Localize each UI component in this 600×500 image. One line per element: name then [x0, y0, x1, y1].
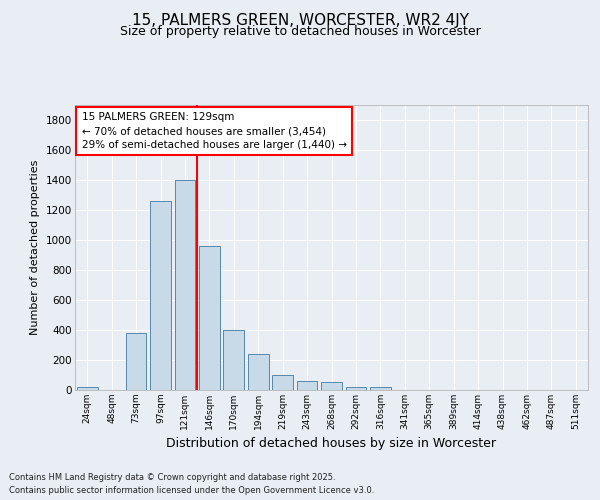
- Bar: [125, 333, 146, 390]
- Bar: [223, 330, 244, 390]
- Bar: [272, 375, 293, 390]
- Bar: [175, 180, 196, 390]
- Bar: [199, 246, 220, 390]
- Text: Size of property relative to detached houses in Worcester: Size of property relative to detached ho…: [119, 25, 481, 38]
- Text: 15, PALMERS GREEN, WORCESTER, WR2 4JY: 15, PALMERS GREEN, WORCESTER, WR2 4JY: [131, 12, 469, 28]
- X-axis label: Distribution of detached houses by size in Worcester: Distribution of detached houses by size …: [167, 438, 497, 450]
- Text: Contains HM Land Registry data © Crown copyright and database right 2025.: Contains HM Land Registry data © Crown c…: [9, 474, 335, 482]
- Text: Contains public sector information licensed under the Open Government Licence v3: Contains public sector information licen…: [9, 486, 374, 495]
- Bar: [346, 387, 367, 390]
- Text: 15 PALMERS GREEN: 129sqm
← 70% of detached houses are smaller (3,454)
29% of sem: 15 PALMERS GREEN: 129sqm ← 70% of detach…: [82, 112, 347, 150]
- Bar: [370, 387, 391, 390]
- Bar: [248, 354, 269, 390]
- Bar: [321, 382, 342, 390]
- Bar: [296, 381, 317, 390]
- Y-axis label: Number of detached properties: Number of detached properties: [31, 160, 40, 335]
- Bar: [77, 387, 98, 390]
- Bar: [150, 201, 171, 390]
